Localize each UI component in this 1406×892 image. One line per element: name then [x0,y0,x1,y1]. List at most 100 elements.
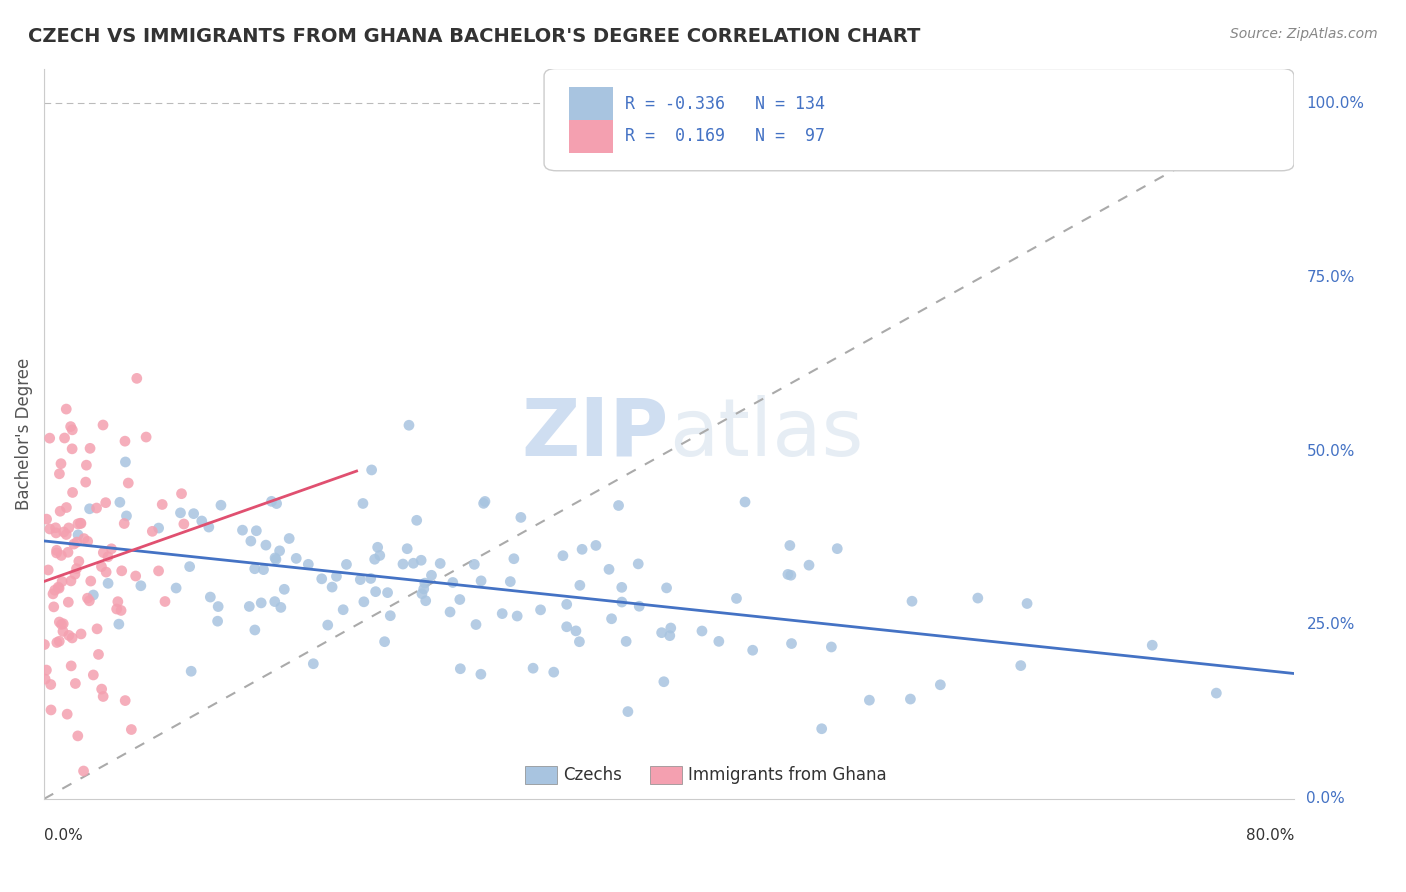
Point [779,539,801,553]
Point [76,534,98,549]
Point [412,582,434,596]
Point [76,591,98,606]
Point [42,599,65,614]
Point [380,608,402,623]
Point [411,587,433,601]
Point [598,562,620,576]
Point [169,506,191,520]
Point [60,423,83,437]
Point [52,524,75,539]
Point [173,516,195,531]
Point [65,561,87,575]
Point [45,525,67,540]
Point [529,603,551,617]
Point [60,659,83,673]
Point [82,668,104,682]
Point [69,516,91,531]
Point [52,624,75,639]
Point [51,549,73,563]
Point [111,564,134,578]
Point [429,557,451,571]
Point [243,623,266,637]
FancyBboxPatch shape [544,69,1294,170]
Point [86,501,108,516]
Point [67,554,90,568]
Point [901,594,924,608]
Point [179,559,201,574]
Point [610,595,633,609]
Point [411,553,433,567]
Point [349,573,371,587]
Point [125,371,148,385]
Point [115,508,138,523]
Point [97,576,120,591]
Point [449,662,471,676]
Point [79,594,101,608]
Point [114,455,136,469]
Point [112,516,135,531]
Point [48,581,70,595]
Point [820,640,842,654]
Point [79,442,101,456]
Point [360,572,382,586]
Point [252,563,274,577]
Point [39,703,62,717]
Point [607,499,630,513]
Point [124,569,146,583]
Point [474,494,496,508]
Point [86,622,108,636]
Point [49,504,72,518]
Text: Immigrants from Ghana: Immigrants from Ghana [688,765,886,784]
Point [79,501,101,516]
Point [73,532,96,546]
Point [374,634,396,648]
Point [243,562,266,576]
Point [48,634,70,648]
Point [45,521,67,535]
Point [66,535,89,549]
Point [420,568,443,582]
Point [48,467,70,481]
Point [352,496,374,510]
Point [472,496,495,510]
Point [200,590,222,604]
Point [90,682,112,697]
Point [170,486,193,500]
Point [522,661,544,675]
Text: 80.0%: 80.0% [1246,828,1294,843]
Point [91,546,114,560]
Point [82,588,104,602]
Point [825,541,848,556]
Point [108,495,131,509]
Point [364,584,387,599]
Point [652,674,675,689]
Text: CZECH VS IMMIGRANTS FROM GHANA BACHELOR'S DEGREE CORRELATION CHART: CZECH VS IMMIGRANTS FROM GHANA BACHELOR'… [28,27,921,45]
Point [60,442,83,456]
Point [628,599,651,614]
Point [183,507,205,521]
Point [135,430,157,444]
Point [470,574,492,588]
Point [415,593,437,607]
Point [110,603,132,617]
Point [48,615,70,629]
Point [617,705,640,719]
Point [966,591,988,605]
Point [42,587,65,601]
Text: Czechs: Czechs [562,765,621,784]
Point [67,528,90,542]
Point [94,565,117,579]
Point [651,625,673,640]
Text: R =  0.169   N =  97: R = 0.169 N = 97 [626,128,825,145]
Point [63,537,86,551]
Point [506,609,529,624]
Point [150,498,173,512]
Point [35,663,58,677]
Point [51,617,73,632]
Point [285,551,308,566]
Point [153,594,176,608]
Point [66,729,89,743]
Point [1010,658,1032,673]
Point [52,616,75,631]
Point [568,634,591,648]
